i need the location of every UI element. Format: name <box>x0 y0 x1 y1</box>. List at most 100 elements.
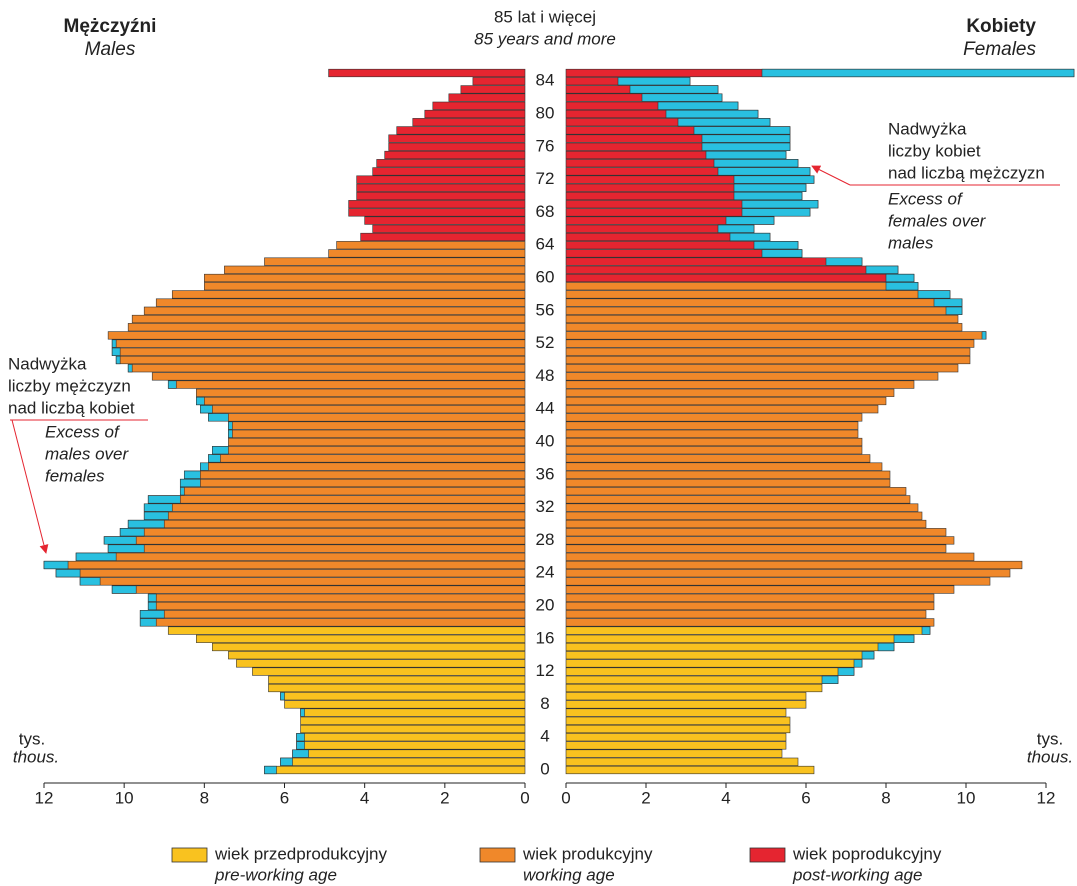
age-label: 20 <box>536 595 555 614</box>
excess-bar <box>701 134 791 143</box>
excess-bar <box>641 93 723 102</box>
excess-bar <box>885 282 919 291</box>
annotation-en: Excess of <box>888 189 964 208</box>
bar <box>183 470 526 479</box>
bar <box>565 339 975 348</box>
excess-bar <box>821 675 839 684</box>
bar <box>565 733 787 742</box>
annotation: nad liczbą kobiet <box>8 398 135 417</box>
males-title-en: Males <box>85 39 136 60</box>
excess-bar <box>861 651 875 660</box>
bar <box>127 323 526 332</box>
age-label: 76 <box>536 136 555 155</box>
bar <box>196 634 526 643</box>
excess-bar <box>717 224 755 233</box>
bar <box>300 724 526 734</box>
bar <box>565 511 923 520</box>
bar <box>565 355 971 365</box>
bar <box>264 257 526 266</box>
bar <box>565 544 947 553</box>
excess-bar <box>717 167 811 176</box>
excess-bar <box>139 610 165 619</box>
x-tick-label: 6 <box>280 788 289 807</box>
legend-swatch <box>749 847 786 863</box>
bar <box>155 298 526 307</box>
excess-bar <box>629 85 719 94</box>
bar <box>300 716 526 725</box>
bar <box>565 626 931 635</box>
excess-bar <box>761 249 803 258</box>
excess-bar <box>713 159 799 168</box>
bar <box>565 257 863 266</box>
bar <box>127 519 526 529</box>
bar <box>565 519 927 529</box>
bar <box>565 700 807 709</box>
bar <box>300 708 526 717</box>
bar <box>565 560 1023 570</box>
excess-bar <box>111 347 121 356</box>
age-label: 28 <box>536 530 555 549</box>
bar <box>565 265 899 274</box>
bar <box>356 191 526 201</box>
bar <box>565 618 935 627</box>
excess-bar <box>733 183 807 192</box>
x-tick-label: 10 <box>115 788 134 807</box>
x-tick-label: 4 <box>360 788 369 807</box>
excess-bar <box>208 454 221 463</box>
bar <box>565 290 951 299</box>
bar <box>224 265 526 274</box>
excess-bar <box>111 339 117 348</box>
bar <box>565 683 823 693</box>
excess-bar <box>79 577 101 586</box>
bar <box>565 323 963 332</box>
excess-bar <box>677 118 771 127</box>
bar <box>565 396 887 406</box>
annotation-en: males over <box>45 444 129 463</box>
excess-bar <box>701 142 791 151</box>
bar <box>196 396 526 406</box>
excess-bar <box>865 265 899 274</box>
bar <box>472 77 526 86</box>
annotation-en: females over <box>888 211 987 230</box>
annotation: Nadwyżka <box>888 119 967 138</box>
bar <box>139 618 526 627</box>
bar <box>264 765 526 775</box>
bar <box>565 331 987 340</box>
age-label: 56 <box>536 300 555 319</box>
excess-bar <box>183 470 201 479</box>
bar <box>204 273 526 283</box>
bar <box>565 470 891 479</box>
age-label: 48 <box>536 366 555 385</box>
bar <box>43 560 526 570</box>
bar <box>565 585 955 594</box>
bar <box>565 651 875 660</box>
bar <box>565 757 799 766</box>
legend-label: wiek produkcyjny <box>522 844 653 863</box>
excess-bar <box>705 150 787 160</box>
excess-bar <box>208 413 229 422</box>
excess-bar <box>196 396 205 406</box>
age-label: 72 <box>536 169 555 188</box>
bar <box>348 200 526 209</box>
bar <box>167 380 526 389</box>
bar <box>565 569 1011 578</box>
age-label: 32 <box>536 497 555 516</box>
annotation: nad liczbą mężczyzn <box>888 163 1045 182</box>
bar <box>565 503 919 512</box>
excess-bar <box>147 593 157 602</box>
annotation-arrow <box>811 165 851 186</box>
excess-bar <box>127 519 165 529</box>
excess-bar <box>228 421 233 430</box>
bar <box>208 454 526 463</box>
bar <box>412 118 526 127</box>
bar <box>372 167 526 176</box>
bar <box>565 364 959 373</box>
bar <box>565 372 939 381</box>
age-label: 44 <box>536 399 555 418</box>
bar <box>565 487 907 496</box>
bar <box>111 585 526 594</box>
bar <box>448 93 526 102</box>
bar <box>565 552 975 561</box>
bar <box>565 675 839 684</box>
